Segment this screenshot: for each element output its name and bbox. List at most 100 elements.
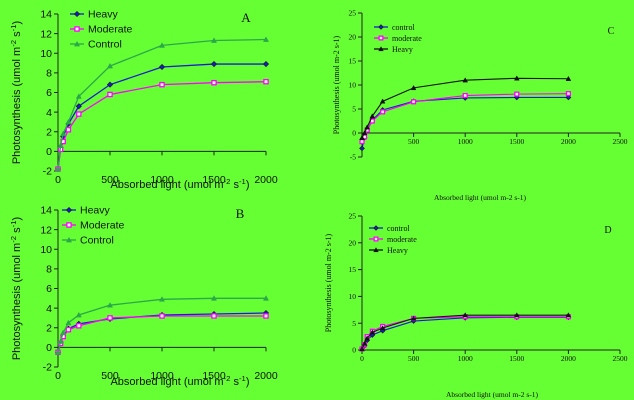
data-point-control (60, 329, 67, 335)
data-point-control (75, 93, 82, 99)
data-point-heavy (410, 315, 417, 321)
data-point-moderate (76, 323, 82, 329)
legend-label: moderate (392, 34, 422, 43)
panel-letter: B (236, 206, 245, 221)
legend-marker (373, 225, 379, 231)
legend-label: Control (88, 39, 122, 51)
data-point-heavy (210, 61, 218, 68)
data-point-heavy (361, 340, 368, 346)
legend-label: Moderate (80, 220, 125, 232)
y-tick-label: 10 (40, 48, 52, 60)
legend-marker (378, 24, 384, 30)
x-tick-label: 0 (55, 174, 61, 186)
x-tick-label: 1500 (202, 174, 226, 186)
series-line-control (361, 316, 569, 350)
data-point-control (106, 302, 114, 308)
data-point-moderate (65, 326, 72, 333)
data-point-heavy (462, 312, 469, 318)
legend-label: Control (80, 235, 114, 247)
data-point-moderate (211, 313, 217, 319)
data-point-moderate (411, 99, 417, 105)
y-tick-label: 20 (349, 33, 357, 42)
data-point-control (359, 145, 365, 152)
y-tick-label: 25 (349, 9, 357, 18)
y-tick-label: 14 (40, 205, 52, 217)
series-line-moderate (361, 316, 569, 350)
data-point-heavy (75, 103, 82, 110)
data-point-control (106, 62, 114, 69)
y-tick-label: 25 (349, 212, 357, 221)
data-point-control (54, 165, 62, 172)
data-point-control (57, 142, 64, 148)
data-point-moderate (514, 91, 520, 97)
legend-label: control (387, 224, 410, 233)
series-line-moderate (57, 315, 266, 353)
data-point-heavy (410, 84, 417, 91)
data-point-control (210, 295, 218, 301)
y-tick-label: 14 (40, 9, 52, 21)
x-tick-label: 1500 (509, 137, 524, 146)
data-point-control (57, 338, 64, 344)
y-tick-label: 8 (46, 264, 52, 276)
data-point-heavy (364, 335, 370, 341)
data-point-heavy (369, 329, 376, 335)
legend-marker (73, 10, 81, 18)
data-point-control (60, 130, 67, 137)
y-axis-label: Photosynthesis (umol m-2 s-1) (9, 217, 24, 360)
y-axis-label: Photosynthesis (umol m-2 s-1) (9, 21, 24, 164)
data-point-control (65, 118, 72, 125)
y-axis-label: Photosynthesis (umol m-2 s-1) (324, 233, 333, 332)
data-point-heavy (361, 130, 368, 136)
legend-label: Heavy (88, 9, 119, 21)
data-point-control (75, 311, 82, 318)
x-tick-label: 500 (101, 174, 119, 186)
x-tick-label: 2500 (613, 137, 628, 146)
x-axis-label: Absorbed light (umol m-2 s-1) (446, 390, 539, 399)
y-tick-label: 0 (352, 346, 356, 355)
y-tick-label: 2 (46, 322, 52, 334)
legend: control moderate Heavy (374, 23, 422, 54)
data-point-heavy (379, 98, 386, 104)
data-point-heavy (262, 61, 270, 68)
y-tick-label: 0 (46, 146, 52, 158)
y-tick-label: 8 (46, 68, 52, 80)
data-point-heavy (158, 63, 166, 71)
data-point-moderate (107, 91, 113, 98)
y-tick-label: 10 (349, 292, 357, 301)
data-point-heavy (359, 134, 365, 140)
x-tick-label: 2000 (254, 370, 278, 382)
y-tick-label: -5 (350, 153, 356, 162)
y-tick-label: 0 (46, 342, 52, 354)
y-axis-label: Photosynthesis (umol m-2 s-1) (332, 35, 341, 134)
data-point-moderate (159, 313, 165, 319)
y-tick-label: 5 (352, 105, 356, 114)
data-point-moderate (65, 127, 72, 133)
legend: control moderate Heavy (369, 224, 417, 255)
x-tick-label: 1000 (150, 370, 174, 382)
chart-panel-d: 0 5 10 15 20 25 0 500 1000 1500 2000 2500 Absorbed l… (324, 212, 628, 399)
data-point-moderate (263, 78, 269, 85)
legend-marker (73, 40, 81, 47)
y-tick-label: 15 (349, 265, 357, 274)
y-tick-label: 0 (352, 129, 356, 138)
x-tick-label: 0 (55, 370, 61, 382)
x-axis-label: Absorbed light (umol m-2 s-1) (110, 177, 249, 192)
data-point-heavy (364, 124, 370, 130)
x-tick-label: 0 (360, 354, 364, 363)
y-tick-label: 2 (46, 126, 52, 138)
y-tick-label: -2 (43, 166, 52, 178)
data-point-heavy (359, 346, 365, 352)
data-point-heavy (513, 75, 520, 81)
x-tick-label: 2000 (561, 137, 576, 146)
y-tick-label: 6 (46, 87, 52, 99)
legend-marker (65, 206, 73, 214)
data-point-control (54, 349, 62, 355)
y-tick-label: 12 (40, 28, 52, 40)
data-point-moderate (76, 111, 82, 117)
legend-marker (378, 46, 384, 52)
legend-label: Heavy (387, 246, 408, 255)
y-tick-label: 15 (349, 57, 357, 66)
data-point-control (158, 296, 166, 302)
series-line-control (57, 38, 267, 170)
